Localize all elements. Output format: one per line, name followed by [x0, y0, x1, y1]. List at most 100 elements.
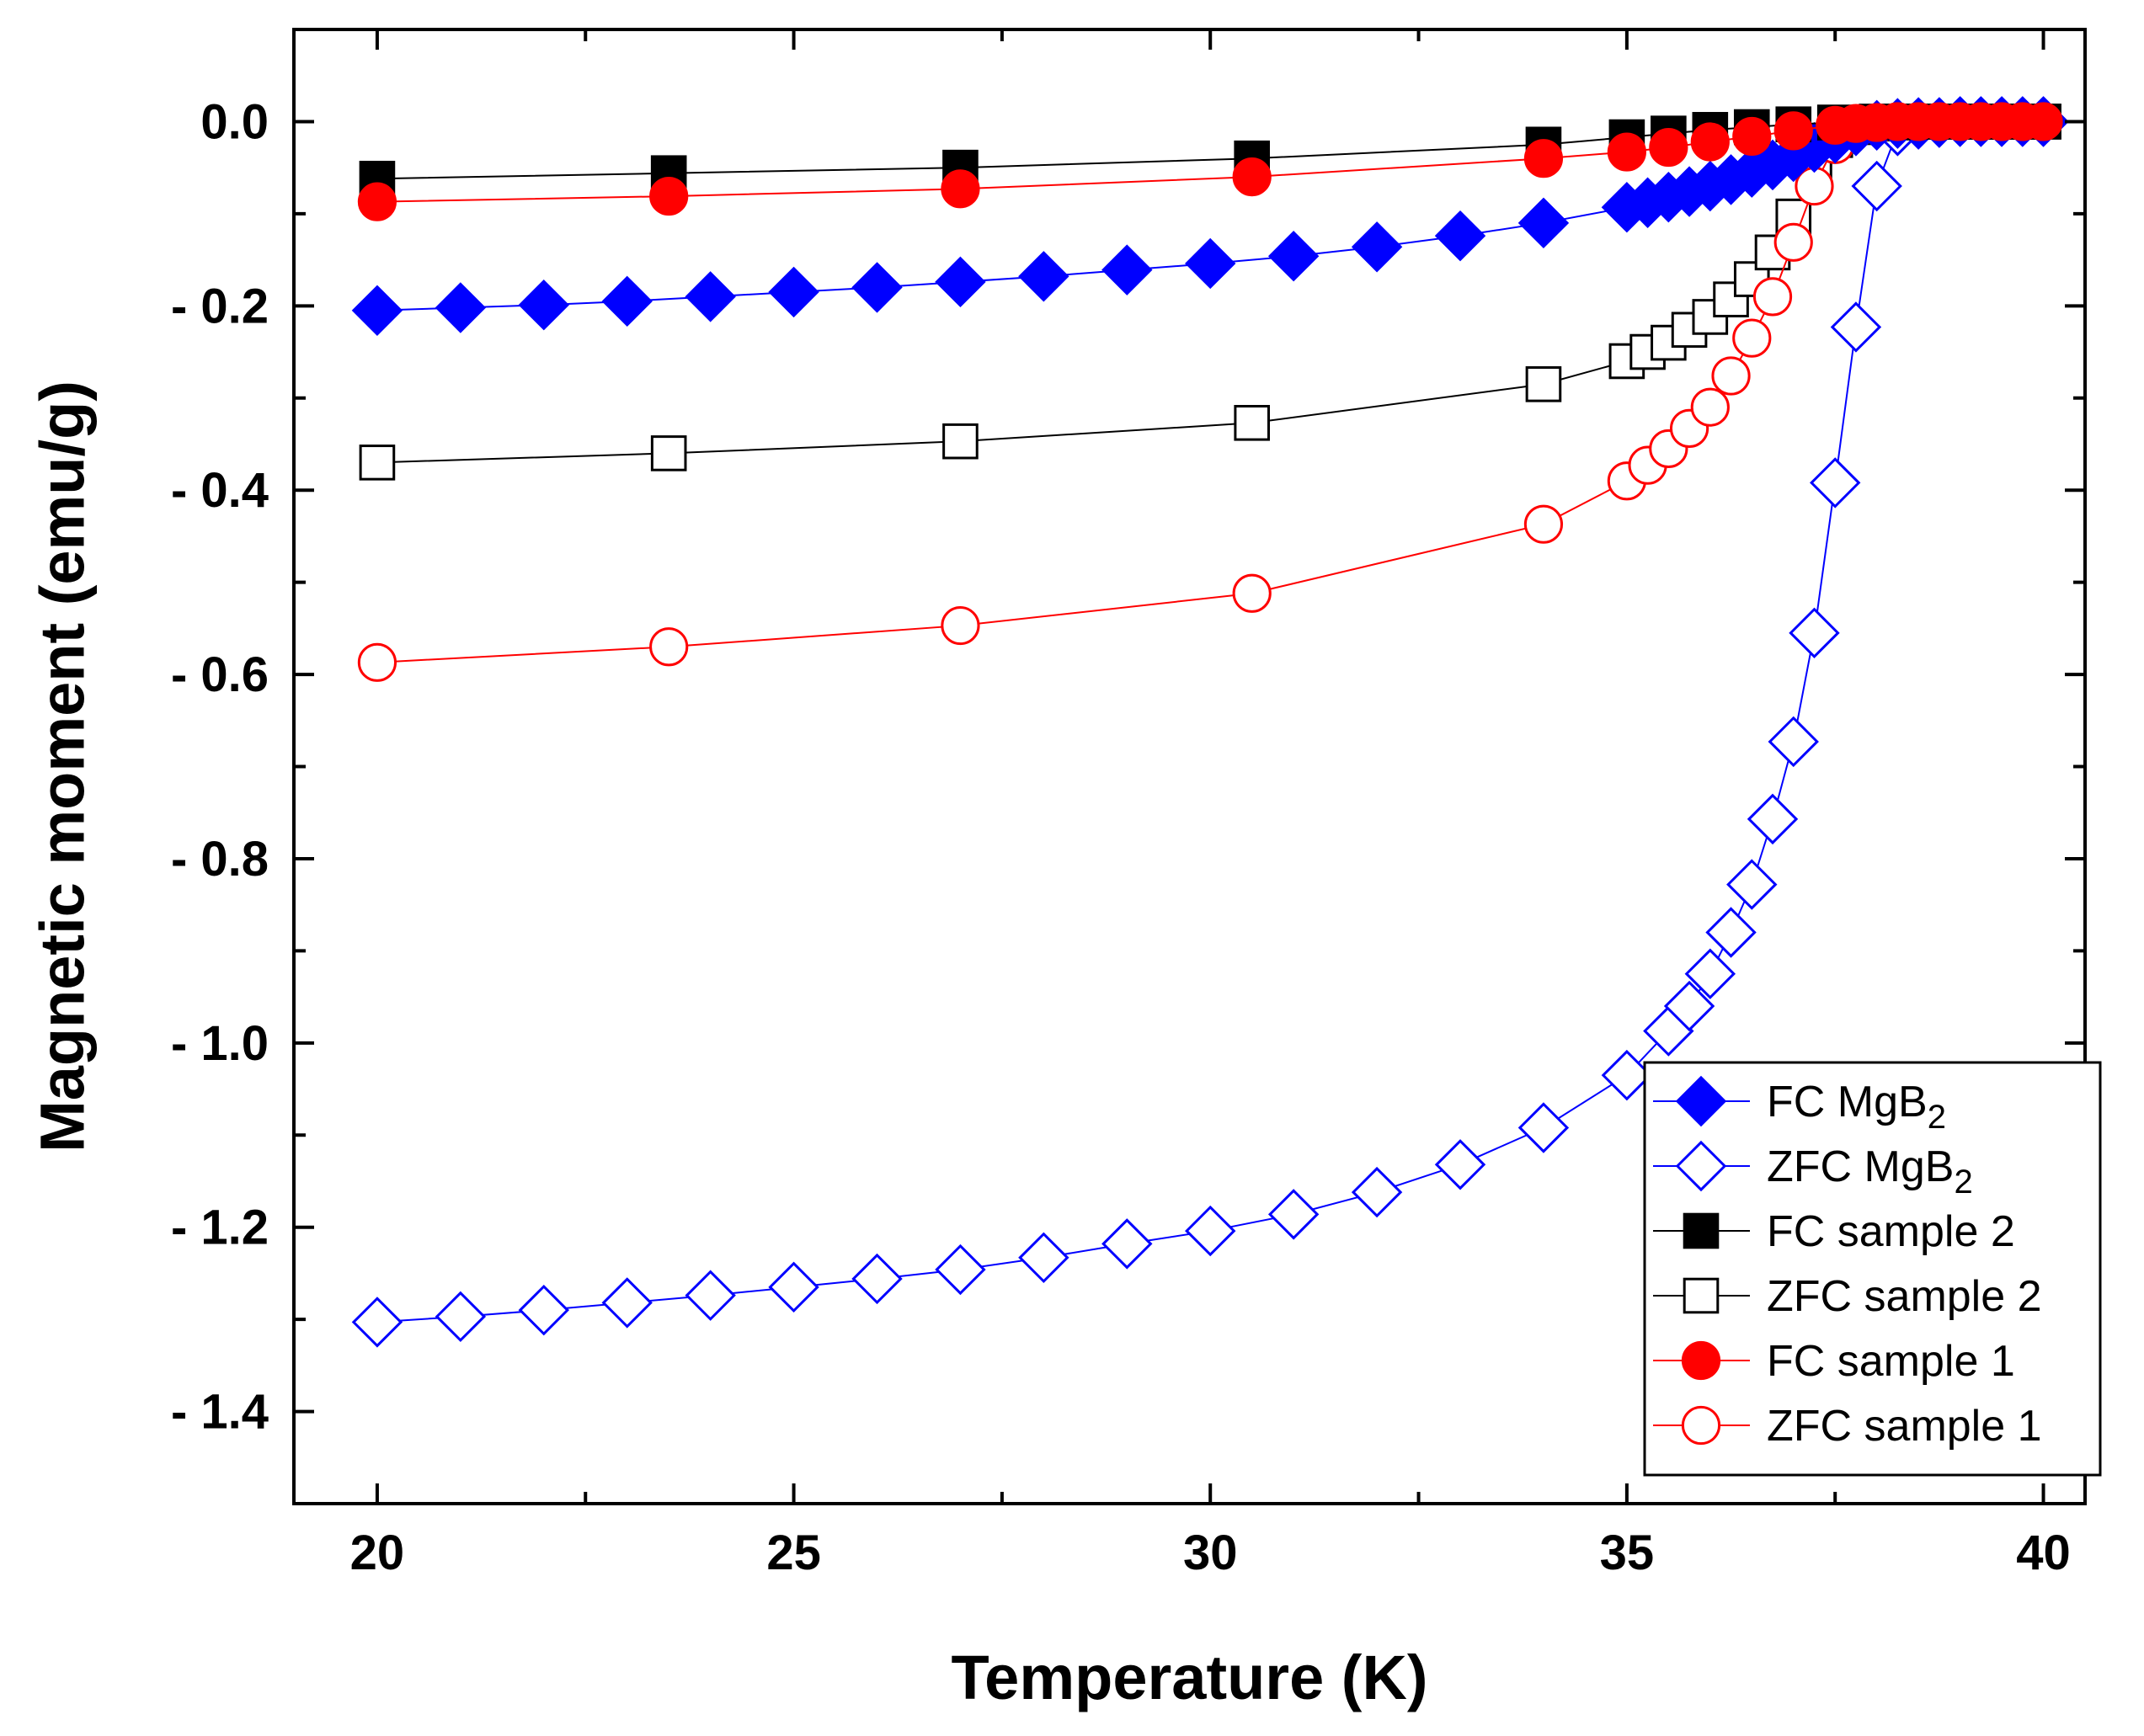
y-tick-label: 0.0 — [200, 94, 269, 149]
axes: 20 25 30 35 40 0.0 - 0.2 - 0.4 - 0.6 - 0.8 - 1.0 - … — [171, 28, 2087, 1580]
data-point — [1810, 457, 1861, 509]
data-point — [351, 1297, 403, 1348]
legend-marker — [1681, 1405, 1721, 1446]
data-point — [941, 169, 980, 209]
data-point — [935, 1243, 986, 1296]
data-point — [1851, 160, 1902, 212]
data-point — [768, 1261, 819, 1313]
data-point — [1517, 1102, 1570, 1153]
legend-marker — [1683, 1212, 1720, 1249]
legend-label: ZFC MgB2 — [1767, 1142, 1973, 1201]
data-point — [685, 1270, 736, 1321]
data-point — [1351, 221, 1403, 273]
x-tick-label: 30 — [1183, 1526, 1238, 1580]
x-tick-label: 40 — [2016, 1526, 2071, 1580]
data-point — [435, 1291, 487, 1343]
data-point — [1267, 1189, 1320, 1240]
data-point — [1711, 356, 1751, 396]
data-point — [1747, 793, 1799, 845]
x-axis-title: Temperature (K) — [951, 1643, 1427, 1712]
data-point — [650, 435, 687, 471]
data-point — [1690, 387, 1730, 427]
y-tick-label: - 1.0 — [171, 1016, 269, 1071]
data-point — [1732, 116, 1772, 157]
y-axis-title: Magnetic moment (emu/g) — [28, 381, 98, 1153]
data-point — [649, 627, 689, 667]
data-point — [1649, 127, 1688, 168]
x-tick-label: 25 — [766, 1526, 821, 1580]
data-point — [942, 423, 979, 460]
data-point — [1234, 404, 1270, 441]
y-tick-label: - 0.8 — [171, 832, 269, 887]
data-point — [1684, 948, 1736, 999]
data-point — [1523, 139, 1564, 178]
legend: FC MgB2 ZFC MgB2 FC sample 2 ZFC sample 2 FC… — [1643, 1061, 2102, 1477]
data-point — [1232, 573, 1272, 613]
y-tick-label: - 1.4 — [171, 1385, 269, 1440]
data-point — [1525, 366, 1562, 402]
y-tick-label: - 0.4 — [171, 463, 269, 518]
data-point — [851, 262, 903, 313]
data-point — [357, 182, 397, 221]
legend-item: ZFC sample 2 — [1653, 1272, 2042, 1321]
data-point — [1018, 1232, 1069, 1284]
legend-item: ZFC sample 1 — [1653, 1402, 2042, 1451]
legend-item: ZFC MgB2 — [1653, 1140, 1973, 1201]
legend-label: ZFC sample 2 — [1767, 1272, 2042, 1321]
data-point — [941, 605, 980, 646]
legend-marker — [1675, 1140, 1727, 1192]
data-point — [359, 445, 396, 481]
legend-marker — [1681, 1340, 1721, 1381]
legend-item: FC sample 1 — [1653, 1337, 2015, 1386]
y-tick-label: - 0.2 — [171, 279, 269, 333]
data-point — [2024, 102, 2063, 141]
legend-item: FC sample 2 — [1653, 1207, 2015, 1256]
data-point — [601, 1277, 653, 1329]
y-tick-label: - 0.6 — [171, 647, 269, 702]
data-point — [1752, 277, 1793, 317]
legend-label: FC sample 2 — [1767, 1207, 2015, 1256]
legend-label: FC sample 1 — [1767, 1337, 2015, 1386]
data-point — [1773, 111, 1813, 151]
legend-item: FC MgB2 — [1653, 1075, 1946, 1136]
data-point — [518, 280, 569, 331]
data-point — [1101, 1218, 1153, 1270]
data-point — [851, 1253, 903, 1305]
data-point — [1101, 244, 1153, 296]
data-point — [1663, 980, 1715, 1032]
data-point — [518, 1284, 569, 1336]
data-point — [1351, 1166, 1403, 1218]
data-point — [351, 285, 403, 336]
data-point — [1517, 197, 1570, 249]
data-point — [1267, 231, 1320, 282]
data-point — [1232, 157, 1272, 197]
data-point — [1690, 122, 1730, 162]
data-point — [768, 266, 819, 318]
legend-marker — [1683, 1277, 1720, 1314]
y-tick-label: - 1.2 — [171, 1201, 269, 1255]
data-point — [1185, 237, 1236, 290]
data-point — [1523, 504, 1564, 544]
data-point — [1732, 318, 1772, 358]
data-point — [1601, 1049, 1653, 1101]
legend-label: FC MgB2 — [1767, 1078, 1946, 1136]
data-point — [1726, 859, 1778, 910]
data-point — [1018, 251, 1069, 302]
data-point — [1773, 222, 1813, 262]
x-tick-label: 20 — [350, 1526, 405, 1580]
data-point — [1705, 907, 1757, 958]
data-point — [1768, 716, 1819, 768]
data-point — [601, 275, 653, 327]
legend-box — [1643, 1061, 2102, 1477]
data-point — [935, 256, 986, 308]
x-tick-label: 35 — [1600, 1526, 1655, 1580]
data-point — [357, 642, 397, 682]
legend-marker — [1675, 1075, 1727, 1127]
data-point — [1607, 132, 1646, 172]
data-point — [435, 282, 487, 333]
plot-area — [351, 96, 2069, 1348]
legend-label: ZFC sample 1 — [1767, 1402, 2042, 1451]
data-point — [1185, 1205, 1236, 1257]
data-point — [1434, 1139, 1486, 1190]
